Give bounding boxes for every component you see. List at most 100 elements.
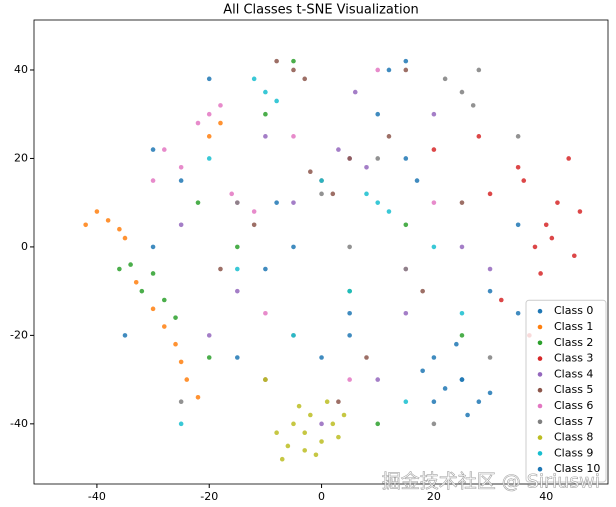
point — [375, 111, 381, 117]
point — [476, 134, 482, 139]
point — [128, 262, 133, 267]
legend-label: Class 0 — [554, 304, 593, 317]
point — [515, 164, 521, 170]
legend-marker — [537, 435, 543, 440]
point — [150, 306, 156, 312]
point — [235, 355, 240, 360]
chart-title: All Classes t-SNE Visualization — [223, 3, 419, 18]
legend-label: Class 2 — [554, 336, 593, 349]
point — [162, 297, 167, 303]
point — [555, 200, 560, 205]
point — [572, 253, 577, 259]
point — [459, 244, 465, 250]
point — [251, 222, 257, 228]
legend-label: Class 7 — [554, 415, 593, 428]
legend-label: Class 9 — [554, 446, 593, 459]
point — [139, 288, 145, 294]
legend-label: Class 4 — [554, 367, 593, 380]
point — [549, 235, 555, 241]
point — [403, 310, 409, 316]
plot-frame — [33, 19, 609, 485]
point — [308, 169, 313, 175]
point — [279, 456, 285, 462]
point — [336, 399, 341, 405]
point — [117, 226, 122, 232]
point — [431, 147, 437, 152]
point — [274, 430, 279, 435]
point — [403, 58, 409, 64]
point — [291, 67, 296, 73]
x-tick-label: 0 — [318, 490, 325, 503]
point — [206, 76, 212, 82]
point — [150, 147, 156, 152]
point — [347, 156, 352, 161]
point — [386, 67, 392, 73]
point — [195, 200, 201, 205]
point — [347, 310, 352, 316]
legend-marker — [537, 372, 543, 377]
point — [206, 134, 212, 139]
watermark: 掘金技术社区 @ Siriuswi — [382, 471, 600, 493]
point — [543, 222, 549, 228]
point — [235, 266, 240, 272]
point — [218, 266, 223, 272]
point — [263, 377, 268, 382]
point — [263, 89, 268, 95]
point — [206, 355, 212, 360]
legend-marker — [537, 340, 543, 346]
point — [375, 377, 381, 382]
point — [532, 244, 538, 250]
point — [235, 200, 240, 205]
x-tick-label: 40 — [539, 490, 553, 503]
point — [375, 200, 381, 205]
point — [195, 395, 201, 400]
point — [291, 421, 296, 427]
point — [420, 368, 425, 374]
point — [218, 103, 223, 108]
legend-marker — [537, 324, 543, 330]
point — [375, 67, 381, 73]
point — [364, 355, 369, 360]
point — [263, 134, 268, 139]
point — [302, 430, 308, 435]
point — [403, 222, 409, 228]
point — [459, 200, 465, 205]
point — [459, 89, 465, 95]
point — [347, 288, 352, 294]
point — [319, 421, 324, 427]
point — [442, 386, 448, 391]
point — [442, 76, 448, 82]
point — [476, 399, 482, 405]
point — [515, 310, 521, 316]
point — [538, 271, 543, 276]
point — [487, 355, 493, 360]
point — [459, 310, 465, 316]
point — [521, 178, 527, 183]
point — [184, 377, 190, 382]
legend-marker — [537, 466, 543, 472]
point — [173, 341, 178, 347]
point — [206, 333, 212, 338]
point — [319, 178, 324, 183]
point — [470, 103, 476, 108]
y-tick-label: 0 — [21, 240, 28, 253]
point — [336, 147, 341, 152]
point — [105, 218, 111, 223]
point — [206, 111, 212, 117]
point — [454, 341, 459, 347]
legend-label: Class 10 — [554, 462, 600, 475]
legend-label: Class 8 — [554, 431, 593, 444]
point — [235, 244, 240, 250]
point — [218, 120, 223, 126]
point — [330, 421, 336, 427]
point — [459, 377, 465, 382]
point — [296, 403, 302, 409]
legend-label: Class 5 — [554, 383, 593, 396]
point — [386, 134, 392, 139]
point — [178, 222, 184, 228]
point — [150, 178, 156, 183]
point — [302, 76, 308, 82]
point — [251, 76, 257, 82]
point — [476, 67, 482, 73]
